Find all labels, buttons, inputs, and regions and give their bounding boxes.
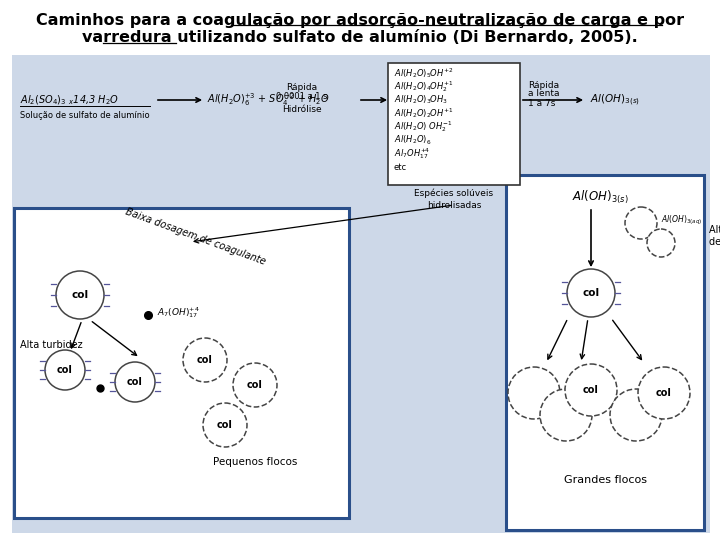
Circle shape: [233, 363, 277, 407]
Circle shape: [56, 271, 104, 319]
FancyBboxPatch shape: [12, 55, 710, 533]
Text: etc: etc: [394, 163, 407, 172]
Text: $Al(H_2O)_6^{\ }$: $Al(H_2O)_6^{\ }$: [394, 134, 431, 147]
FancyBboxPatch shape: [388, 63, 520, 185]
Text: Grandes flocos: Grandes flocos: [564, 475, 647, 485]
Text: Caminhos para a coagulação por adsorção-neutralização de carga e por: Caminhos para a coagulação por adsorção-…: [36, 12, 684, 28]
Text: col: col: [71, 290, 89, 300]
Text: Hidrólise: Hidrólise: [282, 105, 322, 113]
Text: col: col: [247, 380, 263, 390]
Circle shape: [567, 269, 615, 317]
Text: Rápida: Rápida: [287, 83, 318, 91]
Text: Alta dosagem: Alta dosagem: [709, 225, 720, 235]
Circle shape: [565, 364, 617, 416]
Circle shape: [540, 389, 592, 441]
Circle shape: [45, 350, 85, 390]
Text: de coagulante: de coagulante: [709, 237, 720, 247]
Circle shape: [508, 367, 560, 419]
Text: Solução de sulfato de alumínio: Solução de sulfato de alumínio: [20, 111, 150, 119]
Text: col: col: [656, 388, 672, 398]
Circle shape: [625, 207, 657, 239]
Text: Alta turbidez: Alta turbidez: [20, 340, 83, 350]
Text: $Al(H_2O)_3OH_3$: $Al(H_2O)_3OH_3$: [394, 94, 448, 106]
Text: $Al(OH)_{3(s)}$: $Al(OH)_{3(s)}$: [590, 92, 640, 107]
Text: $A_7(OH)_{17}^{+4}$: $A_7(OH)_{17}^{+4}$: [157, 306, 199, 320]
Circle shape: [638, 367, 690, 419]
Text: $Al(H_2O)_2OH^{+1}$: $Al(H_2O)_2OH^{+1}$: [394, 106, 454, 120]
Text: $Al_7OH_{17}^{+4}$: $Al_7OH_{17}^{+4}$: [394, 146, 431, 161]
Text: $Al_2(SO_4)_3$ $_{x}$14,3 $H_2O$: $Al_2(SO_4)_3$ $_{x}$14,3 $H_2O$: [20, 93, 119, 107]
Text: Pequenos flocos: Pequenos flocos: [213, 457, 297, 467]
Text: col: col: [197, 355, 213, 365]
Text: a lenta: a lenta: [528, 90, 559, 98]
Text: col: col: [583, 385, 599, 395]
FancyBboxPatch shape: [14, 208, 349, 518]
Text: col: col: [127, 377, 143, 387]
Text: col: col: [217, 420, 233, 430]
Circle shape: [115, 362, 155, 402]
Circle shape: [183, 338, 227, 382]
Text: col: col: [582, 288, 600, 298]
Text: $Al(H_2O)_4OH_2^{+1}$: $Al(H_2O)_4OH_2^{+1}$: [394, 79, 454, 94]
Text: $Al(H_2O)_6^{+3}$ + $SO_4^{-2}$ + $H_2O$: $Al(H_2O)_6^{+3}$ + $SO_4^{-2}$ + $H_2O$: [207, 92, 330, 109]
Text: Baixa dosagem de coagulante: Baixa dosagem de coagulante: [124, 207, 266, 267]
Text: 0,0001 a 1 s: 0,0001 a 1 s: [276, 92, 328, 102]
Text: $Al(OH)_{3(s)}$: $Al(OH)_{3(s)}$: [572, 188, 629, 206]
Text: hidrolisadas: hidrolisadas: [427, 200, 481, 210]
Text: $Al(OH)_{3(aq)}$: $Al(OH)_{3(aq)}$: [661, 213, 702, 227]
Text: $Al(H_2O)\ OH_2^{-1}$: $Al(H_2O)\ OH_2^{-1}$: [394, 119, 452, 134]
Text: varredura utilizando sulfato de alumínio (Di Bernardo, 2005).: varredura utilizando sulfato de alumínio…: [82, 30, 638, 45]
Circle shape: [203, 403, 247, 447]
Text: $Al(H_2O)_5OH^{+2}$: $Al(H_2O)_5OH^{+2}$: [394, 66, 454, 80]
Text: Rápida: Rápida: [528, 80, 559, 90]
Text: col: col: [57, 365, 73, 375]
Circle shape: [610, 389, 662, 441]
FancyBboxPatch shape: [506, 175, 704, 530]
Circle shape: [647, 229, 675, 257]
Text: 1 a 7s: 1 a 7s: [528, 98, 555, 107]
Text: Espécies solúveis: Espécies solúveis: [415, 188, 494, 198]
